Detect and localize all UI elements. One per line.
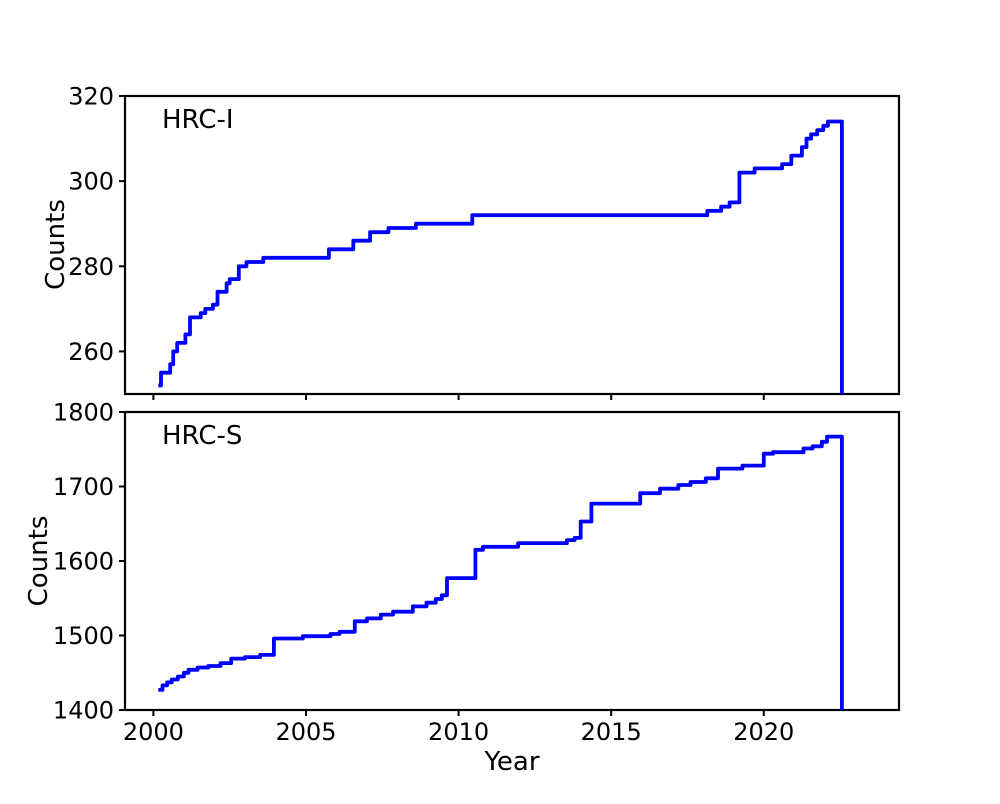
x-tick-label: 2015 bbox=[581, 718, 642, 746]
x-tick-label: 2000 bbox=[123, 718, 184, 746]
y-tick-label: 1400 bbox=[53, 697, 114, 725]
x-axis-title: Year bbox=[483, 747, 539, 777]
y-tick-label: 1800 bbox=[53, 399, 114, 427]
panel-label-hrc-s: HRC-S bbox=[162, 421, 242, 451]
y-axis-title-bottom: Counts bbox=[24, 516, 54, 607]
x-tick-label: 2020 bbox=[733, 718, 794, 746]
y-tick-label: 260 bbox=[68, 338, 114, 366]
x-tick-label: 2005 bbox=[275, 718, 336, 746]
y-tick-label: 280 bbox=[68, 253, 114, 281]
y-tick-label: 320 bbox=[68, 83, 114, 111]
hrc-i-series-line bbox=[158, 119, 844, 394]
y-tick-label: 1600 bbox=[53, 548, 114, 576]
x-tick-label: 2010 bbox=[428, 718, 489, 746]
panel-label-hrc-i: HRC-I bbox=[162, 105, 234, 135]
y-axis-title-top: Counts bbox=[41, 199, 71, 290]
y-tick-label: 1500 bbox=[53, 622, 114, 650]
chart-layer: 260 280 300 320 2000 2005 2010 2015 2020 1400 1500… bbox=[53, 83, 901, 746]
y-tick-label: 300 bbox=[68, 168, 114, 196]
plot-spines bbox=[123, 94, 901, 396]
hrc-s-series-line bbox=[158, 434, 844, 710]
y-tick-label: 1700 bbox=[53, 473, 114, 501]
